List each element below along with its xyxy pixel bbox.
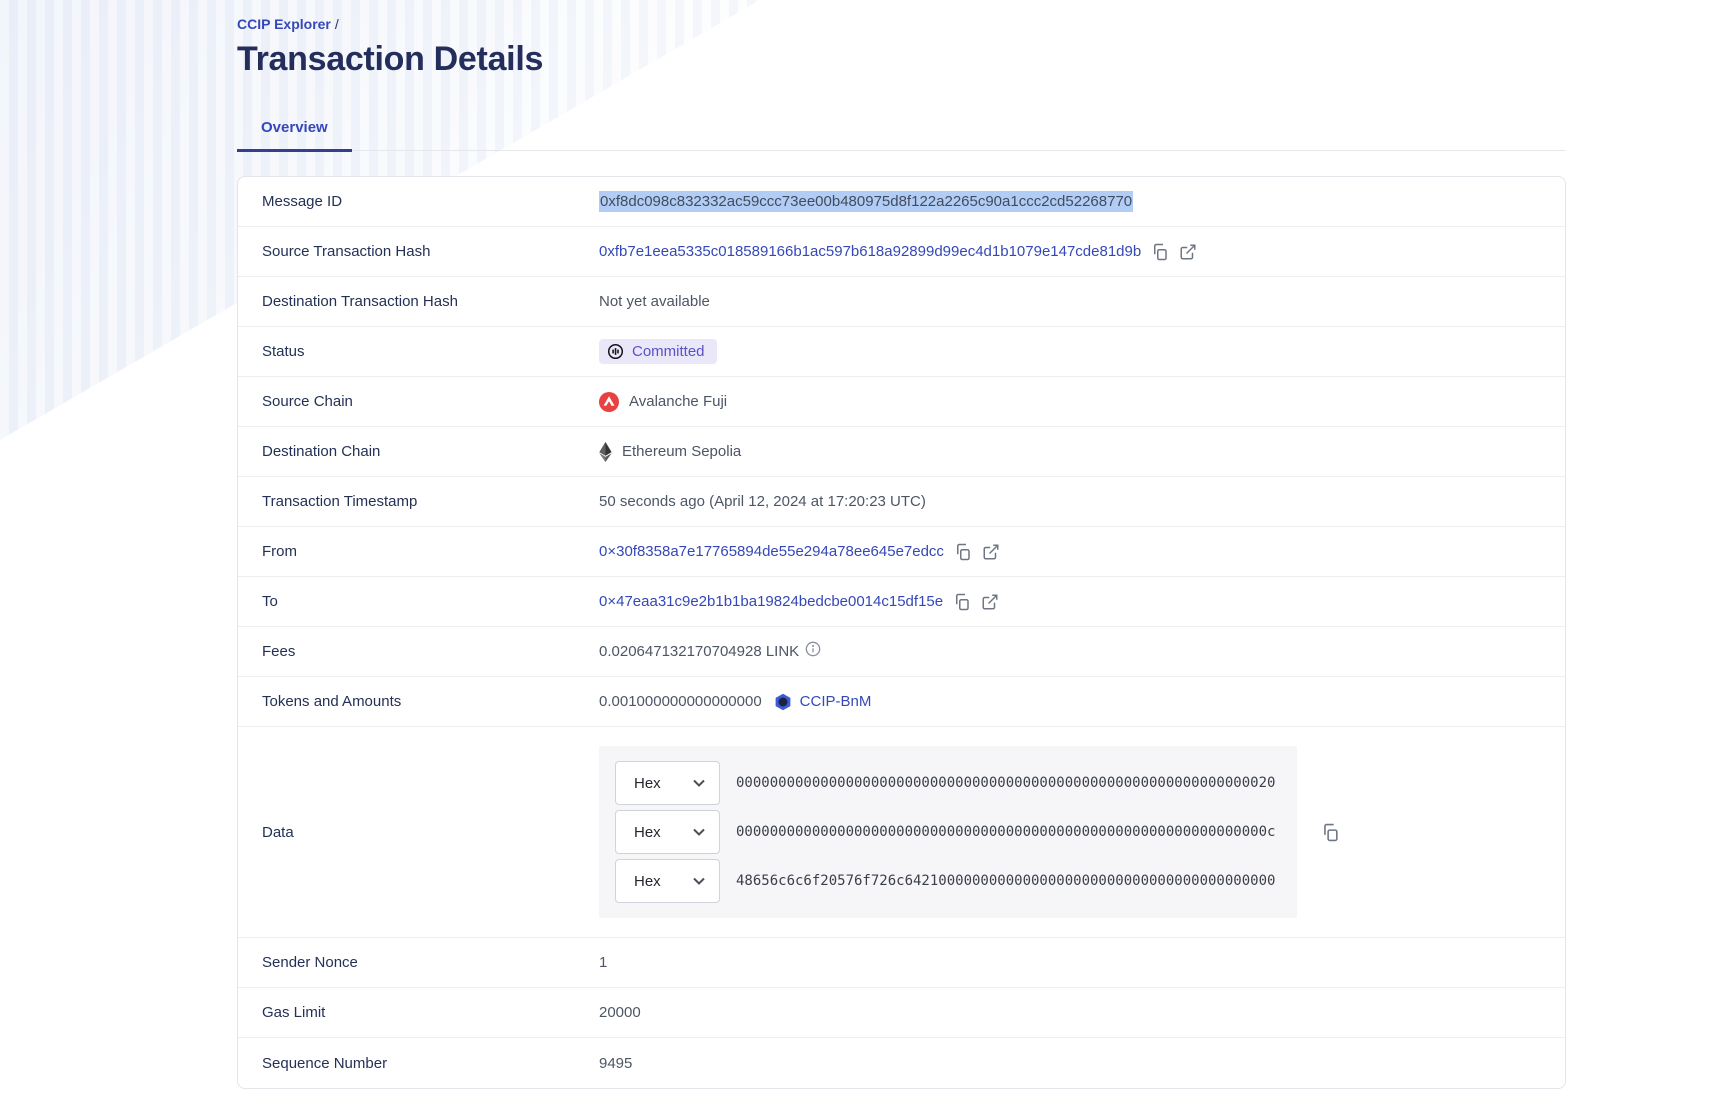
row-label: Message ID: [262, 193, 343, 210]
source-chain-label: Avalanche Fuji: [629, 393, 728, 410]
to-address-link[interactable]: 0×47eaa31c9e2b1b1ba19824bedcbe0014c15df1…: [599, 593, 944, 610]
table-row-tokens: Tokens and Amounts 0.001000000000000000 …: [238, 677, 1565, 727]
table-row-sequence-number: Sequence Number 9495: [238, 1038, 1565, 1088]
token-amount: 0.001000000000000000: [599, 693, 762, 710]
row-label: From: [262, 543, 297, 560]
chevron-down-icon: [693, 779, 705, 787]
external-link-icon[interactable]: [981, 593, 999, 611]
breadcrumb: CCIP Explorer /: [237, 14, 1715, 34]
table-row-message-id: Message ID 0xf8dc098c832332ac59ccc73ee00…: [238, 177, 1565, 227]
info-icon[interactable]: [805, 641, 821, 657]
external-link-icon[interactable]: [982, 543, 1000, 561]
breadcrumb-ccip-explorer-link[interactable]: CCIP Explorer: [237, 16, 331, 32]
row-label: Source Chain: [262, 393, 353, 410]
data-format-selected: Hex: [634, 823, 661, 841]
row-label: Destination Chain: [262, 443, 381, 460]
dest-tx-hash-value: Not yet available: [599, 293, 710, 310]
row-label: Gas Limit: [262, 1004, 326, 1021]
source-tx-hash-link[interactable]: 0xfb7e1eea5335c018589166b1ac597b618a9289…: [599, 243, 1142, 260]
data-line: Hex 48656c6c6f20576f726c6421000000000000…: [615, 859, 1281, 903]
row-label: Transaction Timestamp: [262, 493, 418, 510]
row-label: Status: [262, 343, 305, 360]
tab-overview[interactable]: Overview: [237, 119, 352, 152]
status-badge-label: Committed: [632, 343, 705, 360]
data-line: Hex 000000000000000000000000000000000000…: [615, 761, 1281, 805]
dest-chain-label: Ethereum Sepolia: [622, 443, 742, 460]
table-row-from: From 0×30f8358a7e17765894de55e294a78ee64…: [238, 527, 1565, 577]
data-format-select[interactable]: Hex: [615, 859, 720, 903]
row-label: Destination Transaction Hash: [262, 293, 458, 310]
table-row-to: To 0×47eaa31c9e2b1b1ba19824bedcbe0014c15…: [238, 577, 1565, 627]
external-link-icon[interactable]: [1179, 243, 1197, 261]
row-label: To: [262, 593, 278, 610]
copy-icon[interactable]: [954, 543, 972, 561]
table-row-gas-limit: Gas Limit 20000: [238, 988, 1565, 1038]
table-row-sender-nonce: Sender Nonce 1: [238, 938, 1565, 988]
breadcrumb-separator: /: [334, 16, 339, 32]
ccip-bnm-token-link[interactable]: CCIP-BnM: [799, 693, 872, 710]
table-row-data: Data Hex 0000000000000000000000000000000…: [238, 727, 1565, 938]
sender-nonce-value: 1: [599, 954, 608, 971]
data-format-selected: Hex: [634, 774, 661, 792]
chevron-down-icon: [693, 828, 705, 836]
table-row-fees: Fees 0.020647132170704928 LINK: [238, 627, 1565, 677]
table-row-source-tx-hash: Source Transaction Hash 0xfb7e1eea5335c0…: [238, 227, 1565, 277]
table-row-dest-tx-hash: Destination Transaction Hash Not yet ava…: [238, 277, 1565, 327]
copy-icon[interactable]: [1321, 823, 1340, 842]
avalanche-logo-icon: [599, 391, 619, 412]
data-format-selected: Hex: [634, 872, 661, 890]
data-hex-value: 48656c6c6f20576f726c64210000000000000000…: [736, 873, 1276, 889]
row-label: Data: [262, 823, 294, 841]
table-row-dest-chain: Destination Chain Ethereum Sepolia: [238, 427, 1565, 477]
sequence-number-value: 9495: [599, 1054, 633, 1072]
timestamp-value: 50 seconds ago (April 12, 2024 at 17:20:…: [599, 493, 926, 510]
source-chain-value: Avalanche Fuji: [599, 391, 728, 412]
data-line: Hex 000000000000000000000000000000000000…: [615, 810, 1281, 854]
row-label: Sender Nonce: [262, 954, 358, 971]
chevron-down-icon: [693, 877, 705, 885]
tab-bar: Overview: [237, 119, 1566, 152]
data-hex-value: 0000000000000000000000000000000000000000…: [736, 824, 1276, 840]
dest-chain-value: Ethereum Sepolia: [599, 441, 742, 462]
row-label: Sequence Number: [262, 1054, 388, 1072]
ethereum-logo-icon: [599, 441, 612, 462]
ccip-bnm-token-icon: [774, 693, 792, 711]
table-row-source-chain: Source Chain Avalanche Fuji: [238, 377, 1565, 427]
page-title: Transaction Details: [237, 40, 544, 78]
gas-limit-value: 20000: [599, 1004, 641, 1021]
committed-status-icon: [607, 343, 624, 360]
table-row-status: Status Committed: [238, 327, 1565, 377]
table-row-timestamp: Transaction Timestamp 50 seconds ago (Ap…: [238, 477, 1565, 527]
data-hex-value: 0000000000000000000000000000000000000000…: [736, 775, 1276, 791]
data-format-select[interactable]: Hex: [615, 761, 720, 805]
message-id-value: 0xf8dc098c832332ac59ccc73ee00b480975d8f1…: [599, 191, 1134, 212]
data-hex-box: Hex 000000000000000000000000000000000000…: [599, 746, 1297, 918]
data-format-select[interactable]: Hex: [615, 810, 720, 854]
from-address-link[interactable]: 0×30f8358a7e17765894de55e294a78ee645e7ed…: [599, 543, 944, 560]
copy-icon[interactable]: [953, 593, 971, 611]
row-label: Source Transaction Hash: [262, 243, 431, 260]
row-label: Fees: [262, 643, 296, 660]
fees-value: 0.020647132170704928 LINK: [599, 643, 800, 660]
row-label: Tokens and Amounts: [262, 693, 402, 710]
status-badge: Committed: [599, 339, 717, 364]
transaction-details-table: Message ID 0xf8dc098c832332ac59ccc73ee00…: [237, 176, 1566, 1089]
copy-icon[interactable]: [1151, 243, 1169, 261]
